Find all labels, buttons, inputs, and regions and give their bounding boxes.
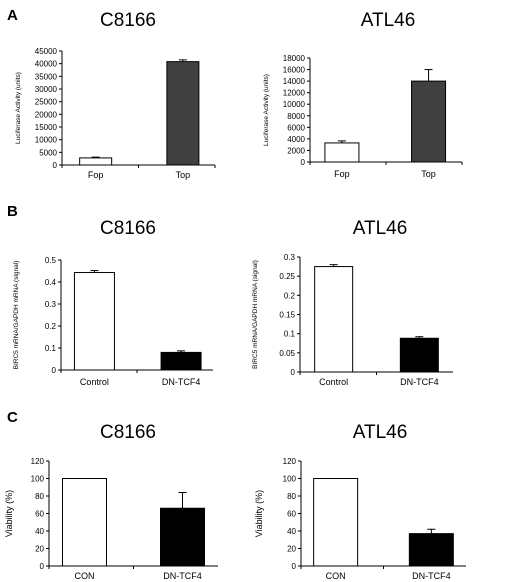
chart-title: ATL46 [353,218,408,239]
y-tick-label: 0.4 [45,278,57,287]
chart-2: C8166 BIRC5 mRNA/GAPDH mRNA (signal) 0 0.1 0… [13,218,213,387]
y-tick-label: 40000 [35,60,58,69]
y-tick-label: 0.5 [45,256,57,265]
chart-5: ATL46 Viability (%) 0 20 40 60 80 100 120 CON DN-T… [254,422,466,581]
y-tick-label: 15000 [35,123,58,132]
y-tick-label: 14000 [283,77,306,86]
x-category-label: Control [319,377,348,387]
bar-top [411,80,447,163]
y-tick-label: 80 [35,492,44,501]
x-category-label: DN-TCF4 [162,377,201,387]
y-tick-label: 100 [31,475,45,484]
y-tick-label: 8000 [287,112,305,121]
charts-layer: C8166 Luciferase Activity (units) 0 5000 100… [4,10,466,581]
y-tick-label: 2000 [287,146,305,155]
bar-fop [79,157,113,166]
y-tick-label: 5000 [39,148,57,157]
y-tick-label: 0 [52,366,57,375]
chart-title: ATL46 [353,422,408,443]
y-tick-label: 45000 [35,47,58,56]
y-tick-label: 100 [283,475,297,484]
y-tick-label: 0 [53,161,58,170]
y-tick-label: 0 [291,368,296,377]
y-tick-label: 35000 [35,72,58,81]
y-tick-label: 0.1 [45,344,57,353]
y-tick-label: 0.2 [45,322,57,331]
panel-letter-c: C [7,409,18,426]
y-tick-label: 0.25 [279,272,295,281]
y-axis-label: Luciferase Activity (units) [263,74,270,146]
y-tick-label: 0.1 [284,330,296,339]
bar-con [313,478,359,567]
y-tick-label: 0.3 [45,300,57,309]
x-category-label: Control [80,377,109,387]
y-tick-label: 18000 [283,54,306,63]
y-tick-label: 10000 [35,136,58,145]
chart-1: ATL46 Luciferase Activity (units) 0 2000 400… [263,10,463,179]
bar-top [166,61,200,166]
y-tick-label: 60 [287,510,296,519]
y-tick-label: 40 [35,527,44,536]
y-tick-label: 12000 [283,89,306,98]
bar-fop [324,142,360,163]
y-tick-label: 4000 [287,135,305,144]
y-tick-label: 0.15 [279,311,295,320]
y-tick-label: 80 [287,492,296,501]
x-category-label: Fop [88,170,104,180]
chart-title: C8166 [100,422,156,443]
y-tick-label: 10000 [283,100,306,109]
x-category-label: CON [74,571,94,581]
y-axis-label: BIRC5 mRNA/GAPDH mRNA (signal) [13,261,20,370]
y-tick-label: 0.3 [284,253,296,262]
y-tick-label: 0.2 [284,291,296,300]
y-tick-label: 16000 [283,66,306,75]
chart-title: C8166 [100,10,156,31]
x-category-label: DN-TCF4 [163,571,202,581]
x-category-label: Fop [334,169,350,179]
y-tick-label: 20 [287,545,296,554]
x-category-label: DN-TCF4 [412,571,451,581]
chart-title: ATL46 [361,10,416,31]
y-tick-label: 20 [35,545,44,554]
y-tick-label: 20000 [35,110,58,119]
y-axis-label: Luciferase Activity (units) [15,72,22,144]
bar-dn-tcf4 [160,351,202,371]
y-tick-label: 0 [301,158,306,167]
y-tick-label: 0.05 [279,349,295,358]
bar-dn-tcf4 [160,507,206,567]
y-tick-label: 40 [287,527,296,536]
chart-4: C8166 Viability (%) 0 20 40 60 80 100 120 CON DN-T… [4,422,218,581]
y-axis-label: BIRC5 mRNA/GAPDH mRNA (signal) [252,260,259,369]
bar-control [73,272,115,371]
y-tick-label: 120 [283,457,297,466]
y-tick-label: 30000 [35,85,58,94]
bar-dn-tcf4 [408,533,454,567]
bar-con [61,478,107,567]
x-category-label: Top [421,169,436,179]
y-tick-label: 6000 [287,123,305,132]
chart-0: C8166 Luciferase Activity (units) 0 5000 100… [15,10,216,180]
y-tick-label: 60 [35,510,44,519]
y-axis-label: Viability (%) [4,490,14,537]
bar-control [314,266,354,373]
y-tick-label: 0 [292,562,297,571]
x-category-label: Top [176,170,191,180]
bar-dn-tcf4 [399,337,439,373]
chart-title: C8166 [100,218,156,239]
x-category-label: DN-TCF4 [400,377,439,387]
y-axis-label: Viability (%) [254,490,264,537]
y-tick-label: 0 [40,562,45,571]
x-category-label: CON [326,571,346,581]
y-tick-label: 25000 [35,98,58,107]
panel-letter-b: B [7,203,18,220]
panel-letter-a: A [7,7,18,24]
chart-3: ATL46 BIRC5 mRNA/GAPDH mRNA (signal) 0 0.05… [252,218,453,387]
y-tick-label: 120 [31,457,45,466]
